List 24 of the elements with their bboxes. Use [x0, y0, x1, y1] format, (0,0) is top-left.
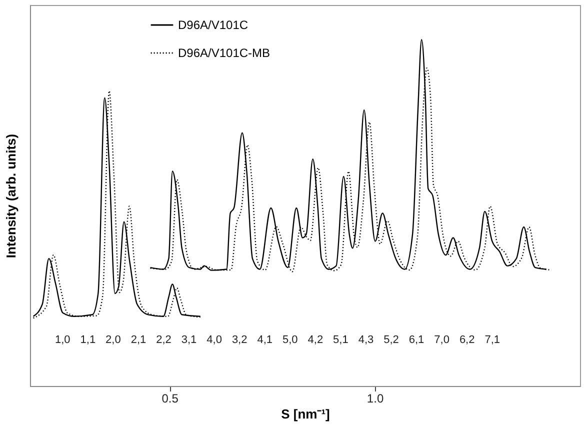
legend-label: D96A/V101C-MB — [178, 46, 270, 60]
annotation: 1,1 — [80, 334, 96, 346]
annotation: 4,1 — [257, 334, 273, 346]
annotation: 4,2 — [308, 334, 324, 346]
annotation: 4,3 — [358, 334, 374, 346]
y-axis-title: Intensity (arb. units) — [4, 134, 18, 258]
annotation: 2,2 — [156, 334, 172, 346]
x-tick-label: 0.5 — [162, 392, 179, 406]
annotation: 2,1 — [130, 334, 146, 346]
legend-label: D96A/V101C — [178, 18, 248, 32]
annotation: 5,0 — [282, 334, 298, 346]
annotation: 2,0 — [106, 334, 121, 346]
x-tick-label: 1.0 — [366, 392, 384, 406]
annotation: 3,2 — [232, 334, 248, 346]
annotation: 6,2 — [459, 334, 475, 346]
annotation: 5,1 — [333, 334, 348, 346]
annotation: 6,1 — [408, 334, 424, 346]
annotation: 7,0 — [434, 334, 450, 346]
annotation: 3,1 — [181, 334, 197, 346]
x-axis-title: S [nm⁻¹] — [281, 406, 330, 422]
annotation: 7,1 — [484, 334, 500, 346]
annotation: 5,2 — [384, 334, 399, 346]
annotation: 4,0 — [206, 334, 222, 346]
annotation: 1,0 — [54, 334, 70, 346]
